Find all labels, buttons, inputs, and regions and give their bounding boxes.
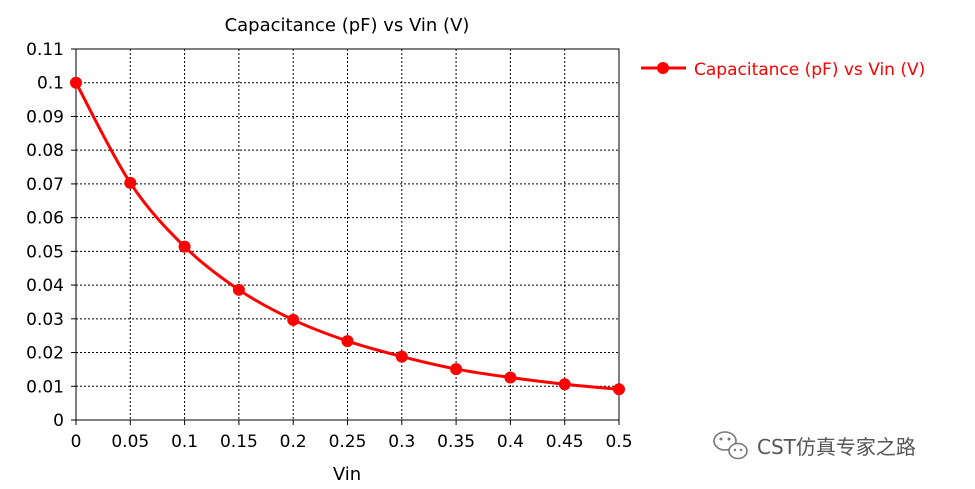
y-tick-label: 0: [53, 411, 64, 431]
x-tick-label: 0.05: [111, 432, 149, 452]
y-tick-label: 0.11: [26, 40, 64, 60]
series: [70, 76, 625, 396]
axis-ticks: 0 0.05 0.1 0.15 0.2 0.25 0.3 0.35 0.4 0.45 0.5 0 0.0…: [26, 40, 632, 452]
data-point: [341, 335, 354, 348]
y-tick-label: 0.09: [26, 107, 64, 127]
y-tick-label: 0.08: [26, 141, 64, 161]
x-tick-label: 0: [71, 432, 82, 452]
legend: Capacitance (pF) vs Vin (V): [641, 60, 925, 80]
wechat-icon: [713, 431, 748, 460]
data-point: [395, 350, 408, 363]
y-tick-label: 0.04: [26, 276, 64, 296]
x-tick-label: 0.15: [220, 432, 258, 452]
data-point: [70, 76, 82, 89]
y-tick-label: 0.02: [26, 344, 64, 364]
watermark: CST仿真专家之路: [713, 431, 916, 460]
x-tick-label: 0.3: [388, 432, 415, 452]
x-tick-label: 0.2: [280, 432, 307, 452]
data-point: [287, 313, 300, 326]
x-tick-label: 0.5: [605, 432, 632, 452]
chart-title: Capacitance (pF) vs Vin (V): [225, 15, 470, 36]
y-tick-label: 0.03: [26, 310, 64, 330]
y-tick-label: 0.01: [26, 377, 64, 397]
data-point: [178, 240, 191, 253]
data-point: [232, 283, 245, 296]
data-point: [558, 378, 571, 391]
data-point: [450, 363, 463, 376]
data-point: [504, 371, 517, 384]
x-tick-label: 0.4: [497, 432, 524, 452]
data-point: [124, 176, 137, 189]
x-tick-label: 0.35: [437, 432, 475, 452]
legend-marker: [657, 62, 669, 74]
legend-label: Capacitance (pF) vs Vin (V): [694, 60, 925, 80]
data-point: [613, 383, 625, 396]
x-tick-label: 0.1: [171, 432, 198, 452]
y-tick-label: 0.06: [26, 209, 64, 229]
grid: [76, 49, 619, 420]
series-line: [74, 82, 620, 391]
x-tick-label: 0.45: [546, 432, 584, 452]
y-tick-label: 0.1: [37, 74, 64, 94]
x-tick-label: 0.25: [329, 432, 367, 452]
y-tick-label: 0.07: [26, 175, 64, 195]
y-tick-label: 0.05: [26, 242, 64, 262]
x-axis-title: Vin: [333, 464, 361, 485]
watermark-text: CST仿真专家之路: [757, 435, 916, 459]
